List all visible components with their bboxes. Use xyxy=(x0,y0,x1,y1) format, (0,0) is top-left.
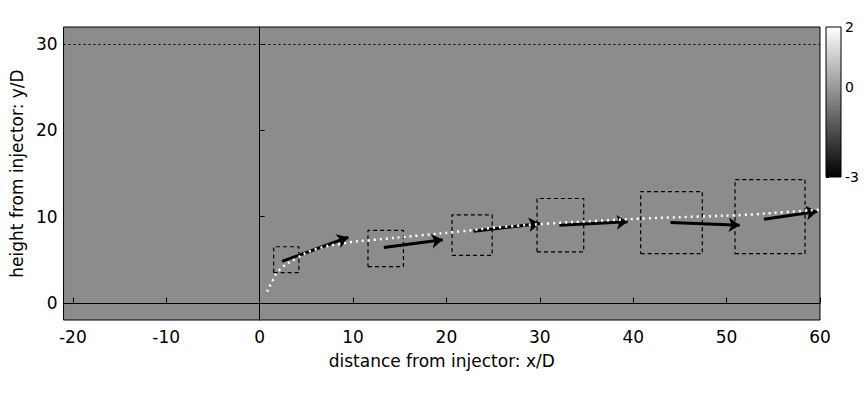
svg-text:0: 0 xyxy=(845,79,854,95)
svg-text:10: 10 xyxy=(36,207,58,227)
svg-text:20: 20 xyxy=(436,327,458,347)
svg-text:30: 30 xyxy=(36,34,58,54)
svg-text:-10: -10 xyxy=(152,327,180,347)
svg-text:0: 0 xyxy=(254,327,265,347)
svg-text:40: 40 xyxy=(622,327,644,347)
svg-text:10: 10 xyxy=(342,327,364,347)
svg-text:height from injector: y/D: height from injector: y/D xyxy=(7,69,27,277)
svg-text:-20: -20 xyxy=(59,327,87,347)
svg-text:-3: -3 xyxy=(845,169,859,185)
svg-text:50: 50 xyxy=(716,327,738,347)
svg-text:0: 0 xyxy=(47,293,58,313)
svg-text:20: 20 xyxy=(36,120,58,140)
svg-text:30: 30 xyxy=(529,327,551,347)
svg-text:60: 60 xyxy=(809,327,831,347)
svg-text:distance from injector: x/D: distance from injector: x/D xyxy=(329,351,555,371)
svg-text:2: 2 xyxy=(845,19,854,35)
